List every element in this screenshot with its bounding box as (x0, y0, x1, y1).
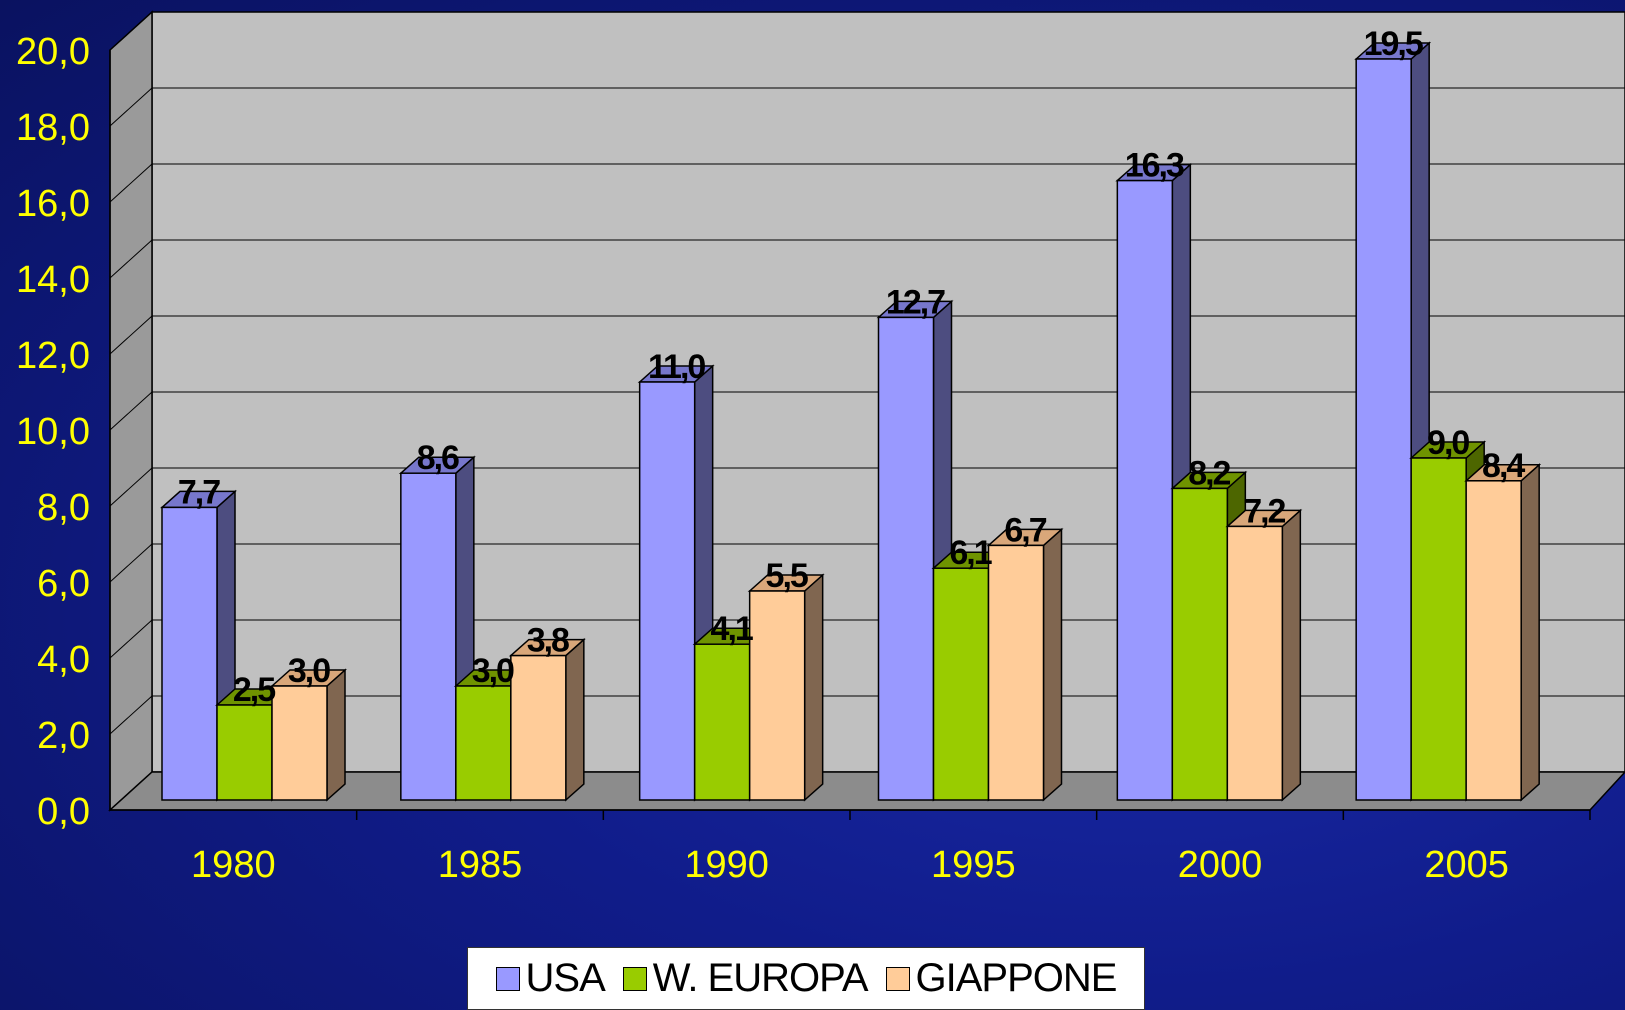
gridline-side (109, 391, 153, 431)
y-tick-label: 20,0 (16, 31, 90, 73)
data-label-giappone-2005: 8,4 (1482, 447, 1525, 485)
x-axis: 1980 1985 1990 1995 2000 2005 (110, 809, 1591, 886)
x-tick-label: 2005 (1424, 844, 1509, 886)
y-tick-label: 8,0 (37, 487, 90, 529)
legend: USA W. EUROPA GIAPPONE (467, 947, 1145, 1010)
data-label-usa-1990: 11,0 (648, 348, 705, 386)
bar-giappone-2005 (1464, 463, 1542, 802)
y-tick-label: 10,0 (16, 411, 90, 453)
legend-label-usa: USA (525, 956, 606, 1000)
data-label-usa-2000: 16,3 (1125, 147, 1184, 185)
data-label-w-europa-1995: 6,1 (949, 534, 991, 572)
y-tick-label: 0,0 (37, 791, 90, 833)
bar-giappone-1990 (747, 573, 825, 802)
data-label-w-europa-2005: 9,0 (1427, 424, 1469, 462)
legend-label-giappone: GIAPPONE (915, 956, 1118, 1000)
data-label-giappone-1980: 3,0 (288, 652, 330, 690)
bar-giappone-1995 (986, 527, 1064, 802)
gridline-side (109, 619, 153, 659)
y-tick-label: 16,0 (16, 183, 90, 225)
y-tick-label: 14,0 (16, 259, 90, 301)
y-tick-label: 12,0 (16, 335, 90, 377)
bars (160, 41, 1542, 802)
legend-swatch-giappone (885, 966, 910, 991)
x-tick-label: 1980 (191, 844, 276, 886)
data-label-giappone-2000: 7,2 (1243, 492, 1285, 530)
legend-label-w-europa: W. EUROPA (652, 956, 869, 1000)
x-tick-label: 1985 (438, 844, 523, 886)
y-tick-label: 4,0 (37, 639, 90, 681)
data-labels: 7,7 2,5 3,0 8,6 3,0 3,8 11,0 4,1 5,5 12,7 6,1 6,7 16… (178, 25, 1528, 709)
data-label-giappone-1990: 5,5 (766, 557, 808, 595)
legend-item-giappone: GIAPPONE (885, 956, 1118, 1001)
y-tick-label: 6,0 (37, 563, 90, 605)
legend-item-usa: USA (495, 956, 606, 1001)
gridline-side (109, 163, 153, 203)
data-label-usa-1995: 12,7 (886, 283, 945, 321)
gridline-side (109, 315, 153, 355)
data-label-w-europa-2000: 8,2 (1188, 454, 1230, 492)
gridline-side (109, 695, 153, 735)
bar-giappone-2000 (1225, 508, 1303, 802)
gridline-side (109, 11, 153, 51)
gridline-side (109, 239, 153, 279)
x-tick-label: 1995 (931, 844, 1016, 886)
gridline-side (109, 87, 153, 127)
x-tick-label: 1990 (684, 844, 769, 886)
data-label-giappone-1995: 6,7 (1004, 511, 1046, 549)
data-label-usa-1980: 7,7 (178, 473, 220, 511)
data-label-usa-2005: 19,5 (1364, 25, 1423, 63)
bar-giappone-1980 (270, 668, 347, 802)
gridline-side (109, 467, 153, 507)
y-tick-label: 2,0 (37, 715, 90, 757)
legend-swatch-w-europa (622, 966, 647, 991)
legend-swatch-usa (495, 966, 520, 991)
x-tick-label: 2000 (1178, 844, 1263, 886)
data-label-w-europa-1985: 3,0 (472, 652, 514, 690)
bar-chart: 0,02,04,06,08,010,012,014,016,018,020,0 … (16, 10, 1625, 886)
legend-item-w-europa: W. EUROPA (622, 956, 869, 1001)
data-label-usa-1985: 8,6 (417, 439, 459, 477)
bar-giappone-1985 (508, 637, 586, 802)
data-label-w-europa-1990: 4,1 (711, 610, 753, 648)
y-axis: 0,0 2,0 4,0 6,0 8,0 10,0 12,0 14,0 16,0 18,0 20,0 (16, 31, 111, 833)
y-tick-label: 18,0 (16, 107, 90, 149)
data-label-giappone-1985: 3,8 (527, 622, 569, 660)
gridline-side (109, 543, 153, 583)
data-label-w-europa-1980: 2,5 (233, 671, 275, 709)
